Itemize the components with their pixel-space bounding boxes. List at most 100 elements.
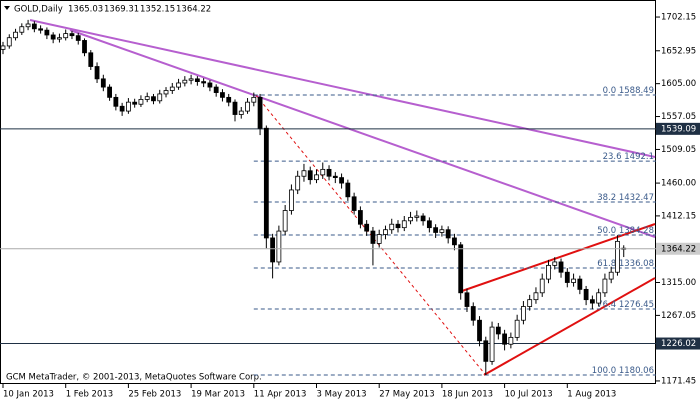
candle-body bbox=[502, 333, 508, 345]
trend-line bbox=[29, 19, 656, 158]
candle-body bbox=[100, 78, 106, 88]
candle-body bbox=[75, 35, 81, 41]
y-tick-label: 1652.95 bbox=[661, 46, 696, 56]
candle-body bbox=[238, 110, 244, 115]
candle-body bbox=[351, 196, 357, 211]
candle-body bbox=[439, 229, 445, 233]
price-label: 1364.22 bbox=[661, 244, 696, 254]
fib-ratio: 76.4 bbox=[597, 299, 616, 309]
fib-label: 50.0 1384.28 bbox=[597, 226, 654, 236]
candle-body bbox=[546, 264, 551, 280]
candle-body bbox=[194, 78, 200, 82]
candle-body bbox=[257, 96, 263, 129]
fib-ratio: 23.6 bbox=[603, 152, 622, 162]
candle-body bbox=[608, 271, 614, 280]
candle-body bbox=[207, 82, 213, 88]
candle-body bbox=[188, 78, 194, 81]
candle-body bbox=[126, 101, 131, 112]
fib-label: 23.6 1492.1 bbox=[603, 152, 654, 162]
candle-body bbox=[0, 45, 6, 50]
candle-body bbox=[88, 52, 94, 67]
fib-price: 1384.28 bbox=[619, 226, 654, 236]
y-tick-label: 1509.05 bbox=[661, 145, 696, 155]
fib-ratio: 38.2 bbox=[597, 192, 616, 202]
x-tick-label: 1 Feb 2013 bbox=[66, 390, 114, 400]
y-tick-label: 1315.00 bbox=[661, 278, 696, 288]
candle-body bbox=[420, 215, 426, 222]
candle-body bbox=[307, 170, 313, 181]
header-ohlc: 1364.22 bbox=[176, 5, 211, 15]
plot-frame bbox=[0, 0, 656, 384]
level-tag bbox=[656, 337, 700, 350]
candle-body bbox=[245, 101, 250, 112]
candle-body bbox=[539, 278, 545, 294]
candle-body bbox=[57, 37, 62, 40]
candle-body bbox=[489, 326, 495, 362]
candle-body bbox=[226, 96, 232, 103]
candle-body bbox=[452, 237, 457, 246]
candle-body bbox=[470, 306, 476, 321]
candle-body bbox=[119, 105, 125, 112]
fib-ratio: 0.0 bbox=[603, 85, 617, 95]
candle-body bbox=[295, 175, 301, 191]
candle-body bbox=[339, 177, 344, 184]
y-tick-label: 1412.15 bbox=[661, 211, 696, 221]
candle-body bbox=[495, 326, 501, 335]
candle-body bbox=[289, 189, 294, 211]
candle-body bbox=[263, 127, 269, 239]
candle-body bbox=[408, 216, 413, 222]
candle-body bbox=[589, 299, 595, 304]
fib-price: 1180.06 bbox=[619, 366, 654, 376]
header-arrow bbox=[4, 6, 10, 10]
candle-body bbox=[201, 81, 207, 84]
candle-body bbox=[13, 31, 18, 39]
candle-body bbox=[220, 92, 225, 98]
candle-body bbox=[464, 292, 470, 307]
fib-price: 1588.49 bbox=[619, 85, 654, 95]
candle-body bbox=[320, 168, 326, 176]
candle-body bbox=[583, 288, 589, 301]
y-tick-label: 1702.15 bbox=[661, 13, 696, 23]
candle-body bbox=[25, 23, 31, 28]
candle-body bbox=[82, 40, 87, 54]
x-tick-label: 11 Apr 2013 bbox=[254, 390, 307, 400]
candle-body bbox=[314, 174, 319, 181]
fib-price: 1336.08 bbox=[619, 259, 654, 269]
fib-label: 38.2 1432.47 bbox=[597, 192, 654, 202]
channel-line bbox=[483, 277, 656, 376]
x-tick-label: 19 Mar 2013 bbox=[191, 390, 245, 400]
candle-body bbox=[527, 299, 533, 307]
candle-body bbox=[389, 223, 395, 231]
candle-body bbox=[357, 210, 363, 225]
candle-body bbox=[19, 26, 25, 33]
fib-ratio: 50.0 bbox=[597, 226, 616, 236]
candle-body bbox=[364, 223, 370, 232]
candle-body bbox=[301, 170, 307, 177]
candle-body bbox=[38, 28, 44, 31]
candle-body bbox=[458, 244, 464, 294]
x-tick-label: 27 May 2013 bbox=[379, 390, 434, 400]
candle-body bbox=[176, 82, 181, 88]
channel-line bbox=[461, 223, 656, 292]
y-tick-label: 1171.45 bbox=[661, 376, 696, 386]
x-tick-label: 25 Feb 2013 bbox=[128, 390, 181, 400]
candle-body bbox=[163, 90, 169, 95]
y-tick-label: 1267.05 bbox=[661, 311, 696, 321]
fib-label: 76.4 1276.45 bbox=[597, 299, 654, 309]
level-tag bbox=[656, 122, 700, 135]
candle-body bbox=[232, 101, 238, 115]
candle-body bbox=[63, 33, 69, 39]
y-tick-label: 1557.05 bbox=[661, 112, 696, 122]
candle-body bbox=[370, 230, 376, 244]
y-tick-label: 1605.00 bbox=[661, 79, 696, 89]
header-ohlc: 1369.31 bbox=[104, 5, 139, 15]
candle-body bbox=[552, 261, 558, 266]
candle-body bbox=[414, 215, 420, 218]
candle-body bbox=[571, 278, 576, 283]
header-ohlc: 1365.03 bbox=[68, 5, 103, 15]
candle-body bbox=[326, 168, 332, 177]
price-tag bbox=[656, 242, 700, 255]
candle-body bbox=[483, 340, 489, 362]
fib-price: 1276.45 bbox=[619, 299, 654, 309]
candle-body bbox=[426, 220, 432, 229]
